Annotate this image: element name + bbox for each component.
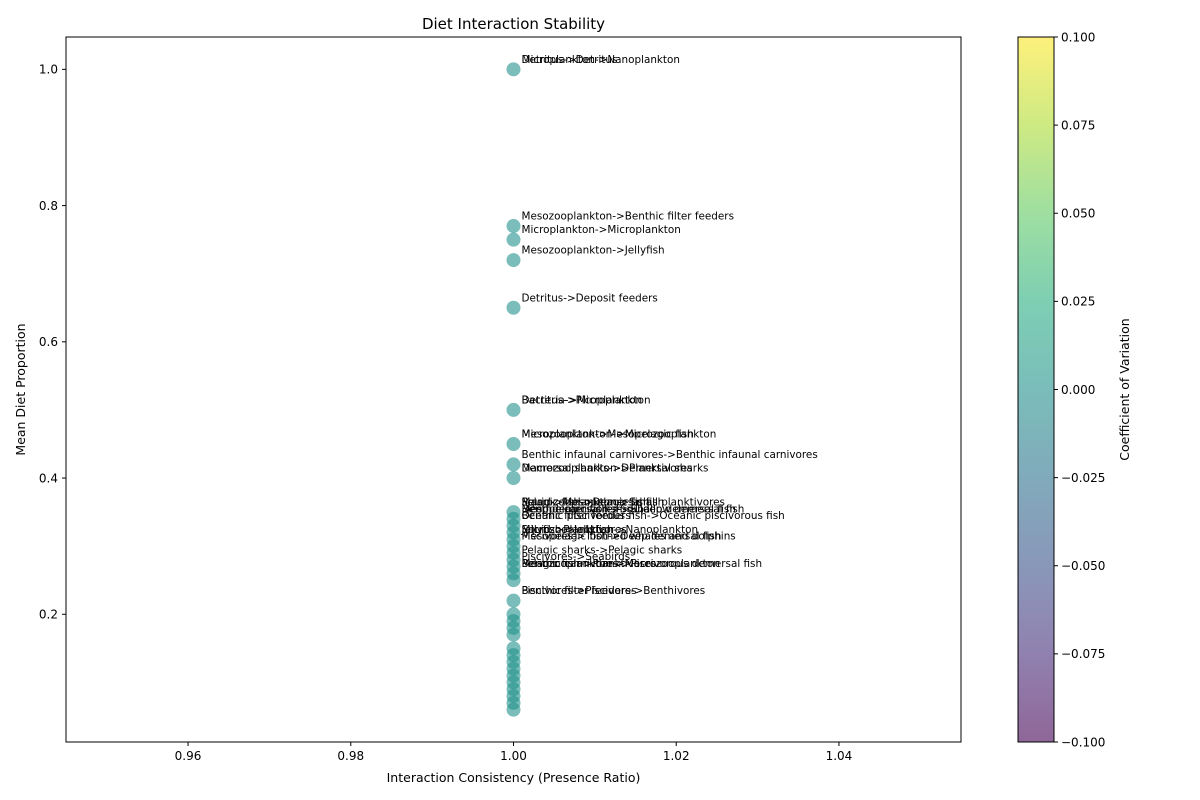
y-tick-label: 0.6	[39, 335, 58, 349]
x-tick-label: 1.00	[500, 749, 527, 763]
point-annotation: Oceanic piscivorous fish->Oceanic pisciv…	[522, 510, 785, 522]
colorbar-tick-label: −0.075	[1061, 647, 1105, 661]
data-point	[506, 62, 521, 77]
data-point	[506, 232, 521, 247]
colorbar-tick-label: 0.100	[1061, 30, 1095, 44]
colorbar-tick-label: −0.050	[1061, 559, 1105, 573]
colorbar-tick-label: 0.075	[1061, 118, 1095, 132]
y-axis-label: Mean Diet Proportion	[13, 323, 28, 455]
data-point	[506, 593, 521, 608]
colorbar-tick-label: 0.000	[1061, 383, 1095, 397]
y-tick-label: 1.0	[39, 63, 58, 77]
x-tick-label: 0.96	[175, 749, 202, 763]
colorbar-tick-label: −0.100	[1061, 735, 1105, 749]
point-annotation: Mesopelagic fish->Deep demersal fish	[522, 531, 722, 543]
x-tick-label: 1.02	[663, 749, 690, 763]
data-point	[506, 702, 521, 717]
point-annotation: Benthic filter feeders->Benthivores	[522, 585, 706, 597]
colorbar-tick-label: −0.025	[1061, 471, 1105, 485]
x-axis-ticks: 0.96 0.98 1.00 1.02 1.04	[175, 742, 853, 763]
point-annotation: Benthic carnivores->Shallow demersal fis…	[522, 503, 745, 515]
data-point	[506, 219, 521, 234]
point-annotation: Macrozooplankton->Small planktivores	[522, 497, 725, 509]
point-annotation: Pelagic fish->Demersal fish	[522, 497, 665, 509]
y-tick-label: 0.8	[39, 199, 58, 213]
point-annotation: Squid->Mesopelagic fish	[522, 497, 650, 509]
point-annotation: Detritus->Deposit feeders	[522, 292, 658, 304]
point-annotation: Mesozooplankton->Microzooplankton	[522, 428, 717, 440]
point-annotation: Mesozooplankton->Benthic filter feeders	[522, 211, 734, 223]
point-annotation: Jellyfish->Jellyfish	[521, 524, 614, 536]
point-annotation: Benthic infaunal carnivores->Benthic inf…	[522, 449, 818, 461]
y-axis-ticks: 0.2 0.4 0.6 0.8 1.0	[39, 63, 66, 622]
data-point	[506, 402, 521, 417]
point-annotation: Mesozooplankton->Jellyfish	[522, 245, 665, 257]
chart-title: Diet Interaction Stability	[422, 15, 605, 33]
data-point	[506, 300, 521, 315]
data-point	[506, 436, 521, 451]
point-annotation: Detritus->Detritus	[522, 54, 618, 66]
point-annotation: Piscivores->Toothed whales and dolphins	[522, 531, 736, 543]
point-labels-layer: Detritus->DetritusMicroplankton->Nanopla…	[521, 54, 818, 597]
point-annotation: Benthic carnivores->Piscivorous demersal…	[522, 558, 763, 570]
points-layer	[506, 62, 521, 717]
x-tick-label: 0.98	[337, 749, 364, 763]
point-annotation: Microplankton->Mesopelagic fish	[522, 428, 694, 440]
point-annotation: Pelagic fish->Planktivores	[522, 558, 656, 570]
x-axis-label: Interaction Consistency (Presence Ratio)	[387, 770, 641, 785]
data-point	[506, 457, 521, 472]
point-annotation: Demersal sharks->Demersal sharks	[522, 463, 709, 475]
point-annotation: Benthic filter feeders	[522, 510, 631, 522]
data-point	[506, 253, 521, 268]
colorbar-tick-label: 0.050	[1061, 207, 1095, 221]
point-annotation: Microzooplankton->Nanoplankton	[522, 524, 699, 536]
point-annotation: Squid->Planktivores	[522, 524, 627, 536]
y-tick-label: 0.4	[39, 471, 58, 485]
point-annotation: Pelagic sharks->Pelagic sharks	[522, 544, 683, 556]
point-annotation: Mesopelagic fish->Squid	[522, 503, 650, 515]
x-tick-label: 1.04	[826, 749, 853, 763]
data-point	[506, 573, 521, 588]
point-annotation: Piscivores->Piscivores	[522, 585, 637, 597]
colorbar: −0.100 −0.075 −0.050 −0.025 0.000 0.025 0.050 0…	[1017, 30, 1132, 749]
point-annotation: Mesozooplankton->Macrozooplankton	[522, 558, 720, 570]
data-point	[506, 471, 521, 486]
y-tick-label: 0.2	[39, 608, 58, 622]
point-annotation: Bacteria->Microplankton	[522, 394, 651, 406]
point-annotation: Deep demersal fish->Deep demersal fish	[522, 503, 736, 515]
data-point	[506, 627, 521, 642]
point-annotation: Detritus->Picoplankton	[522, 394, 643, 406]
point-annotation: Microplankton->Microplankton	[522, 224, 681, 236]
point-annotation: Macrozooplankton->Planktivores	[522, 463, 693, 475]
colorbar-ticks: −0.100 −0.075 −0.050 −0.025 0.000 0.025 0.050 0…	[1054, 30, 1105, 749]
colorbar-gradient	[1018, 37, 1054, 742]
point-annotation: Microplankton->Nanoplankton	[522, 54, 680, 66]
colorbar-tick-label: 0.025	[1061, 295, 1095, 309]
point-annotation: Piscivores->Seabirds	[522, 551, 631, 563]
colorbar-label: Coefficient of Variation	[1117, 318, 1132, 460]
